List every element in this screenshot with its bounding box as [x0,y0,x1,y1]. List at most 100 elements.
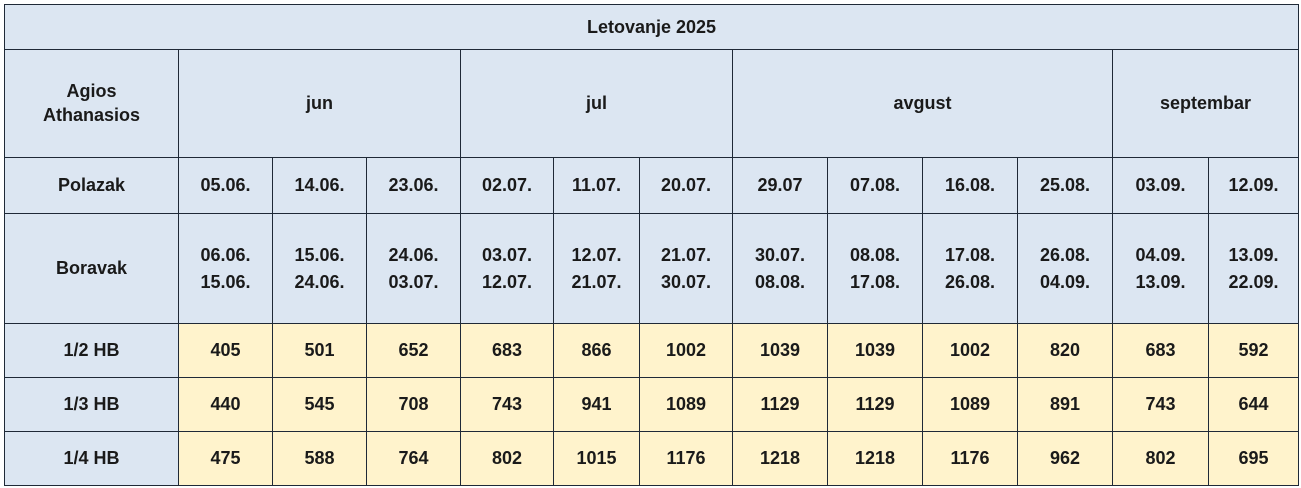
stay-end-date: 13.09. [1135,271,1186,292]
price-cell: 1218 [827,431,923,486]
price-cell: 695 [1207,431,1300,486]
price-cell: 891 [1017,377,1113,432]
price-cell: 683 [460,323,554,378]
price-cell: 941 [553,377,640,432]
month-header: jun [178,49,461,158]
stay-end-date: 21.07. [571,271,622,292]
room-type-label: 1/2 HB [4,323,179,378]
stay-start-date: 15.06. [294,244,345,265]
destination-text: Agios Athanasios [42,80,141,125]
price-cell: 802 [460,431,554,486]
month-header: jul [460,49,733,158]
departure-date: 25.08. [1017,157,1113,214]
stay-end-date: 22.09. [1228,271,1279,292]
stay-row: Boravak 06.06. 15.06. 15.06. 24.06. 24.06. 03… [4,213,1300,324]
stay-start-date: 03.07. [481,244,533,265]
price-cell: 743 [460,377,554,432]
price-table-body: Letovanje 2025 Agios Athanasios jun jul av… [3,4,1300,486]
stay-end-date: 17.08. [849,271,901,292]
stay-end-date: 30.07. [660,271,712,292]
stay-period: 17.08. 26.08. [922,213,1018,324]
title-row: Letovanje 2025 [3,4,1300,50]
price-cell: 1218 [732,431,828,486]
price-cell: 1002 [922,323,1018,378]
price-cell: 820 [1017,323,1113,378]
stay-period: 03.07. 12.07. [460,213,554,324]
stay-period: 15.06. 24.06. [272,213,367,324]
room-type-label: 1/3 HB [4,377,179,432]
stay-start-date: 13.09. [1228,244,1279,265]
stay-start-date: 12.07. [571,244,622,265]
stay-start-date: 24.06. [388,244,439,265]
price-cell: 644 [1207,377,1300,432]
departure-date: 23.06. [366,157,461,214]
stay-start-date: 17.08. [944,244,996,265]
price-cell: 1039 [827,323,923,378]
price-row: 1/2 HB 405 501 652 683 866 1002 1039 1039 1002 820… [4,323,1300,378]
price-cell: 1089 [639,377,733,432]
stay-label: Boravak [4,213,179,324]
price-cell: 545 [272,377,367,432]
price-cell: 1002 [639,323,733,378]
price-cell: 683 [1112,323,1209,378]
stay-period: 30.07. 08.08. [732,213,828,324]
price-cell: 866 [553,323,640,378]
stay-end-date: 08.08. [754,271,806,292]
stay-start-date: 06.06. [200,244,251,265]
price-cell: 1129 [827,377,923,432]
stay-period: 06.06. 15.06. [178,213,273,324]
stay-period: 13.09. 22.09. [1207,213,1300,324]
departure-date: 03.09. [1112,157,1209,214]
price-cell: 1176 [922,431,1018,486]
stay-period: 12.07. 21.07. [553,213,640,324]
price-cell: 743 [1112,377,1209,432]
stay-start-date: 04.09. [1135,244,1186,265]
price-cell: 475 [178,431,273,486]
departure-date: 05.06. [178,157,273,214]
stay-end-date: 24.06. [294,271,345,292]
price-cell: 708 [366,377,461,432]
price-cell: 1129 [732,377,828,432]
price-cell: 962 [1017,431,1113,486]
stay-period: 08.08. 17.08. [827,213,923,324]
stay-end-date: 12.07. [481,271,533,292]
stay-end-date: 04.09. [1039,271,1091,292]
stay-period: 26.08. 04.09. [1017,213,1113,324]
price-table: Letovanje 2025 Agios Athanasios jun jul av… [3,4,1300,486]
departure-date: 20.07. [639,157,733,214]
stay-start-date: 08.08. [849,244,901,265]
price-cell: 802 [1112,431,1209,486]
price-cell: 652 [366,323,461,378]
price-cell: 1015 [553,431,640,486]
price-cell: 764 [366,431,461,486]
stay-start-date: 21.07. [660,244,712,265]
departure-date: 11.07. [553,157,640,214]
price-row: 1/3 HB 440 545 708 743 941 1089 1129 1129 1089 891… [4,377,1300,432]
price-cell: 1089 [922,377,1018,432]
departure-row: Polazak 05.06. 14.06. 23.06. 02.07. 11.07. 20… [4,157,1300,214]
price-cell: 501 [272,323,367,378]
price-cell: 592 [1207,323,1300,378]
month-row: Agios Athanasios jun jul avgust septembar [4,49,1300,158]
price-cell: 1039 [732,323,828,378]
departure-date: 07.08. [827,157,923,214]
stay-start-date: 30.07. [754,244,806,265]
stay-end-date: 15.06. [200,271,251,292]
price-cell: 1176 [639,431,733,486]
price-cell: 588 [272,431,367,486]
stay-end-date: 03.07. [388,271,439,292]
price-cell: 405 [178,323,273,378]
room-type-label: 1/4 HB [4,431,179,486]
table-title: Letovanje 2025 [3,4,1300,50]
departure-date: 16.08. [922,157,1018,214]
departure-date: 02.07. [460,157,554,214]
stay-period: 04.09. 13.09. [1112,213,1209,324]
month-header: avgust [732,49,1113,158]
departure-date: 12.09. [1207,157,1300,214]
price-row: 1/4 HB 475 588 764 802 1015 1176 1218 1218 1176 96… [4,431,1300,486]
month-header: septembar [1111,49,1300,158]
stay-period: 21.07. 30.07. [639,213,733,324]
stay-period: 24.06. 03.07. [366,213,461,324]
departure-date: 29.07 [732,157,828,214]
departure-label: Polazak [4,157,179,214]
